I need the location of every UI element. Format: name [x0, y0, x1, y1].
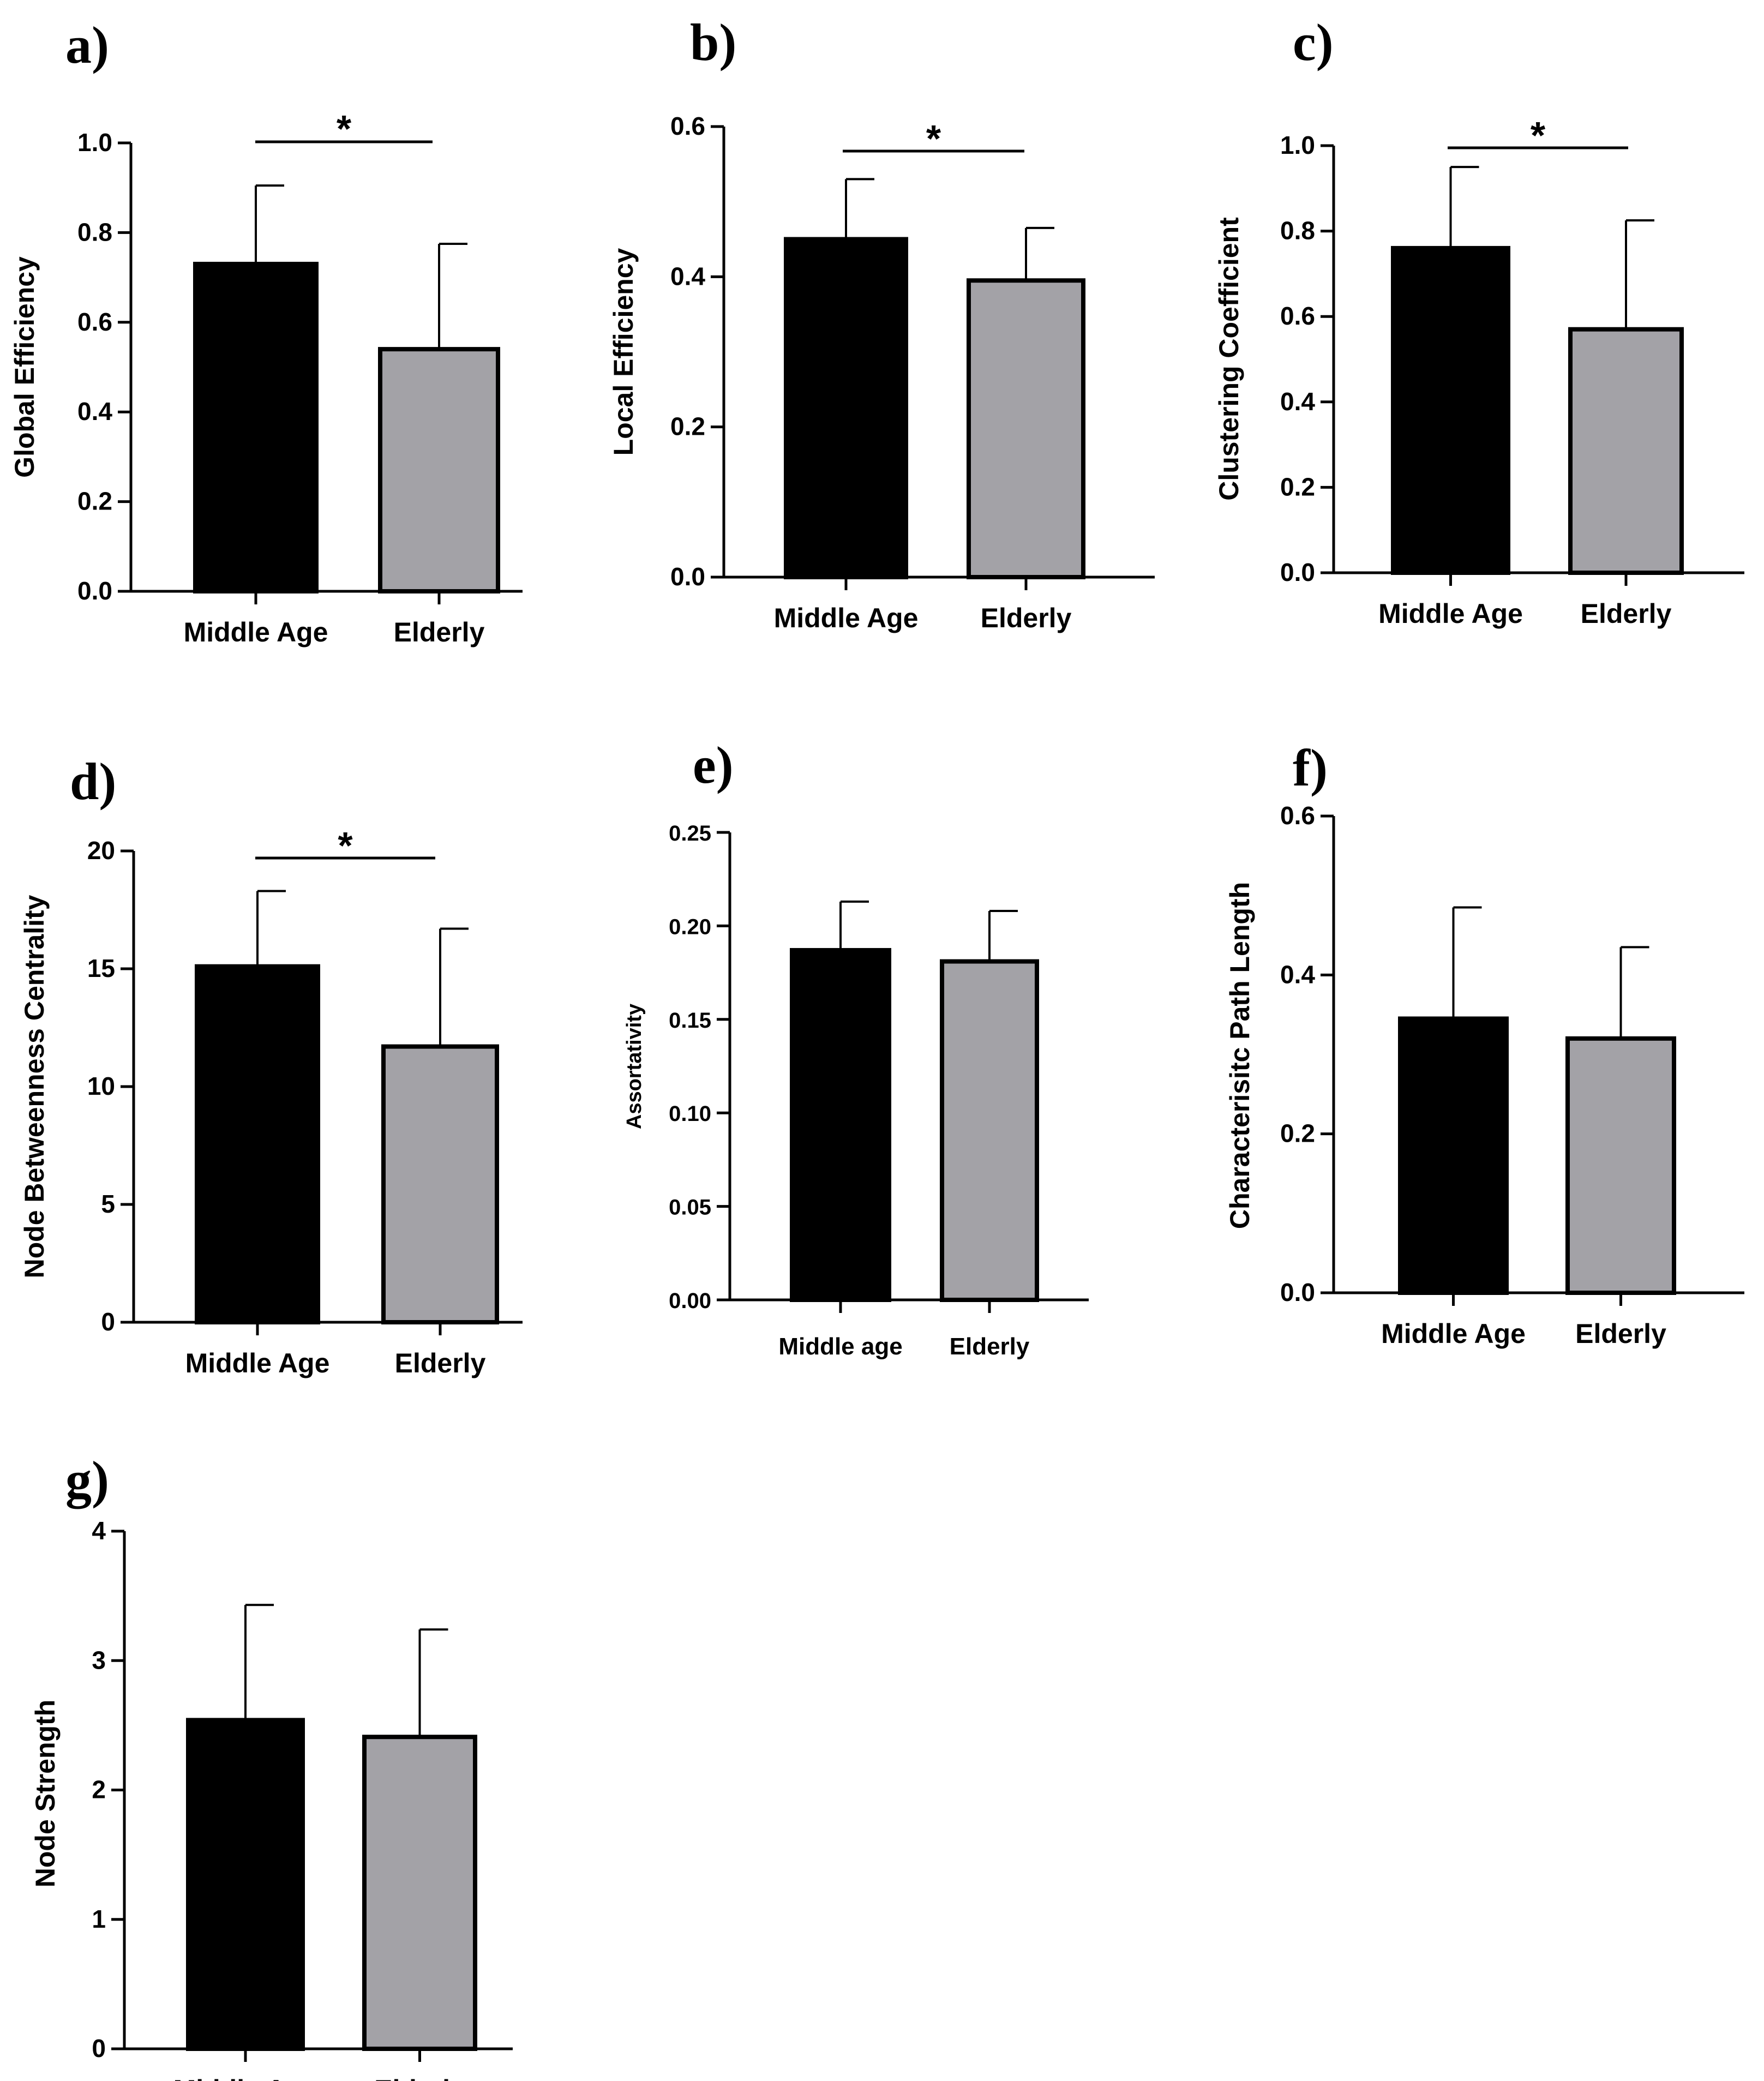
category-label: Middle Age — [184, 617, 328, 647]
bar — [967, 278, 1085, 579]
category-label: Elderly — [374, 2074, 465, 2081]
y-tick-label: 0.6 — [670, 112, 705, 140]
bar — [378, 347, 500, 593]
y-tick-label: 10 — [87, 1072, 115, 1100]
significance-star: * — [338, 824, 353, 867]
y-tick-label: 5 — [101, 1190, 115, 1218]
category-label: Elderly — [1581, 598, 1672, 629]
y-axis-title: Clustering Coefficient — [1214, 217, 1244, 501]
y-tick-label: 0.4 — [1280, 960, 1315, 988]
y-tick-label: 0.15 — [669, 1009, 711, 1033]
y-tick-label: 0.8 — [77, 218, 112, 246]
chart-panel-4: d) 0 5 10 15 20 Middle Age Elderly Node Betweenn… — [19, 752, 523, 1378]
y-tick-label: 0.20 — [669, 915, 711, 939]
category-label: Elderly — [394, 617, 485, 647]
chart-panel-1: a) 0.0 0.2 0.4 0.6 0.8 1.0 Middle Age Elderly Glo… — [9, 16, 523, 647]
y-tick-label: 0 — [92, 2034, 106, 2062]
y-tick-label: 0.0 — [1280, 1278, 1315, 1306]
y-tick-label: 4 — [92, 1516, 106, 1545]
y-tick-label: 0.6 — [77, 308, 112, 336]
bar — [940, 959, 1039, 1302]
category-label: Middle Age — [1378, 598, 1523, 629]
bar — [195, 964, 320, 1325]
bar — [790, 947, 891, 1302]
category-label: Elderly — [981, 603, 1072, 633]
y-tick-label: 1 — [92, 1905, 106, 1933]
y-tick-label: 0.6 — [1280, 801, 1315, 830]
category-label: Elderly — [1575, 1318, 1666, 1349]
y-tick-label: 0 — [101, 1308, 115, 1336]
y-tick-label: 0.4 — [670, 262, 705, 290]
chart-panel-5: e) 0.00 0.05 0.10 0.15 0.20 0.25 Middle age Elde… — [623, 736, 1089, 1360]
y-tick-label: 0.25 — [669, 821, 711, 845]
bar — [381, 1044, 499, 1325]
y-tick-label: 0.00 — [669, 1289, 711, 1313]
panel-letter: d) — [70, 752, 116, 811]
chart-panel-2: b) 0.0 0.2 0.4 0.6 Middle Age Elderly Local Eff… — [608, 13, 1155, 633]
bar — [362, 1735, 477, 2052]
y-tick-label: 15 — [87, 954, 115, 982]
category-label: Elderly — [395, 1348, 486, 1378]
panel-letter: e) — [693, 736, 734, 794]
panel-letter: a) — [65, 16, 109, 74]
y-axis-title: Characterisitc Path Length — [1225, 882, 1255, 1229]
panel-letter: g) — [65, 1450, 109, 1509]
bar — [1565, 1036, 1676, 1296]
y-tick-label: 0.2 — [670, 412, 705, 441]
y-tick-label: 0.4 — [1280, 387, 1315, 416]
y-tick-label: 1.0 — [1280, 131, 1315, 159]
y-tick-label: 3 — [92, 1646, 106, 1674]
significance-star: * — [926, 117, 941, 160]
panel-letter: b) — [690, 13, 736, 71]
category-label: Middle Age — [173, 2074, 318, 2081]
y-tick-label: 1.0 — [77, 128, 112, 157]
bar — [1398, 1016, 1509, 1295]
bar — [186, 1718, 305, 2051]
y-axis-title: Global Efficiency — [9, 256, 40, 478]
significance-star: * — [337, 107, 352, 150]
y-tick-label: 0.0 — [1280, 558, 1315, 586]
category-label: Middle age — [778, 1333, 902, 1360]
y-tick-label: 0.2 — [1280, 1119, 1315, 1148]
category-label: Middle Age — [185, 1348, 330, 1378]
y-tick-label: 0.2 — [1280, 472, 1315, 501]
y-tick-label: 0.8 — [1280, 217, 1315, 245]
chart-panel-6: f) 0.0 0.2 0.4 0.6 Middle Age Elderly Character… — [1225, 739, 1744, 1349]
panel-letter: c) — [1293, 13, 1334, 71]
panel-letter: f) — [1293, 739, 1328, 797]
chart-panel-3: c) 0.0 0.2 0.4 0.6 0.8 1.0 Middle Age Elderly Clu… — [1214, 13, 1744, 629]
significance-star: * — [1531, 114, 1546, 157]
category-label: Elderly — [950, 1333, 1030, 1360]
y-axis-title: Node Betweenness Centrality — [19, 895, 50, 1278]
bar — [193, 261, 319, 593]
y-tick-label: 2 — [92, 1776, 106, 1804]
category-label: Middle Age — [774, 603, 919, 633]
category-label: Middle Age — [1381, 1318, 1526, 1349]
y-tick-label: 0.0 — [670, 562, 705, 591]
bar — [1391, 245, 1510, 575]
y-axis-title: Local Efficiency — [608, 248, 639, 455]
bar — [784, 237, 908, 579]
y-tick-label: 0.05 — [669, 1196, 711, 1220]
y-tick-label: 0.2 — [77, 487, 112, 515]
y-tick-label: 0.10 — [669, 1102, 711, 1126]
bar — [1568, 327, 1684, 575]
y-tick-label: 0.4 — [77, 397, 112, 425]
chart-panel-7: g) 0 1 2 3 4 Middle Age Elderly Node Strength — [30, 1450, 513, 2081]
y-tick-label: 0.0 — [77, 577, 112, 605]
y-tick-label: 20 — [87, 836, 115, 865]
y-axis-title: Node Strength — [30, 1700, 61, 1887]
y-axis-title: Assortativity — [623, 1004, 646, 1129]
y-tick-label: 0.6 — [1280, 302, 1315, 330]
